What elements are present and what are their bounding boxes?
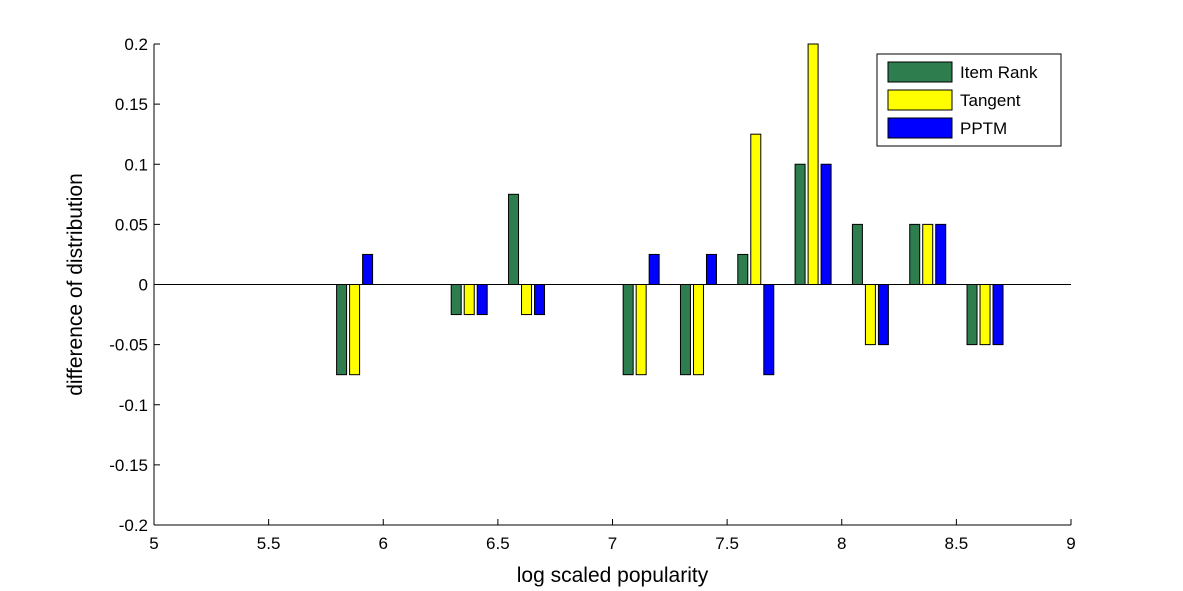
x-tick-label: 8 (837, 534, 846, 553)
legend-swatch (887, 61, 953, 83)
bar-tangent-9 (979, 284, 991, 346)
bar-pptm-2 (534, 284, 546, 316)
bar-pptm-4 (705, 253, 717, 285)
legend-label: PPTM (960, 119, 1007, 138)
bar-item-rank-3 (622, 284, 634, 376)
bar-pptm-9 (992, 284, 1004, 346)
legend-label: Item Rank (960, 63, 1038, 82)
x-tick-label: 6 (379, 534, 388, 553)
bar-tangent-3 (635, 284, 647, 376)
y-tick-label: 0.05 (115, 215, 148, 234)
bar-pptm-5 (763, 284, 775, 376)
legend-label: Tangent (960, 91, 1021, 110)
bar-pptm-3 (648, 253, 660, 285)
y-tick-label: -0.05 (109, 336, 148, 355)
y-tick-label: 0.2 (124, 35, 148, 54)
x-tick-label: 8.5 (945, 534, 969, 553)
bar-tangent-8 (922, 223, 934, 285)
bar-tangent-7 (864, 284, 876, 346)
bar-tangent-5 (750, 133, 762, 285)
x-tick-label: 9 (1066, 534, 1075, 553)
y-tick-label: -0.1 (119, 396, 148, 415)
y-tick-label: 0 (139, 276, 148, 295)
y-axis-label: difference of distribution (64, 173, 87, 396)
bar-item-rank-6 (794, 163, 806, 285)
bar-tangent-2 (521, 284, 533, 316)
bar-tangent-0 (349, 284, 361, 376)
y-tick-label: -0.15 (109, 456, 148, 475)
x-tick-label: 6.5 (486, 534, 510, 553)
legend: Item Rank Tangent PPTM (876, 53, 1062, 147)
bar-pptm-7 (877, 284, 889, 346)
x-tick-label: 7 (608, 534, 617, 553)
bar-tangent-4 (692, 284, 704, 376)
x-axis-label: log scaled popularity (517, 564, 709, 587)
bar-pptm-0 (362, 253, 374, 285)
bar-item-rank-8 (909, 223, 921, 285)
bar-item-rank-1 (450, 284, 462, 316)
bar-item-rank-0 (336, 284, 348, 376)
legend-swatch (887, 117, 953, 139)
bar-item-rank-9 (966, 284, 978, 346)
ticks-group: -0.2 -0.15 -0.1 -0.05 0 0.05 0.1 0.15 0.2 5 5.5 6 6.… (109, 35, 1075, 553)
x-tick-label: 5.5 (257, 534, 281, 553)
x-tick-label: 5 (149, 534, 158, 553)
x-tick-label: 7.5 (715, 534, 739, 553)
bar-item-rank-5 (737, 253, 749, 285)
legend-swatch (887, 89, 953, 111)
bar-pptm-6 (820, 163, 832, 285)
bar-item-rank-2 (508, 193, 520, 285)
y-tick-label: 0.1 (124, 155, 148, 174)
y-tick-label: -0.2 (119, 516, 148, 535)
bar-tangent-6 (807, 43, 819, 285)
bar-pptm-1 (476, 284, 488, 316)
bar-item-rank-4 (679, 284, 691, 376)
bar-tangent-1 (463, 284, 475, 316)
y-tick-label: 0.15 (115, 95, 148, 114)
bar-item-rank-7 (851, 223, 863, 285)
bar-pptm-8 (935, 223, 947, 285)
